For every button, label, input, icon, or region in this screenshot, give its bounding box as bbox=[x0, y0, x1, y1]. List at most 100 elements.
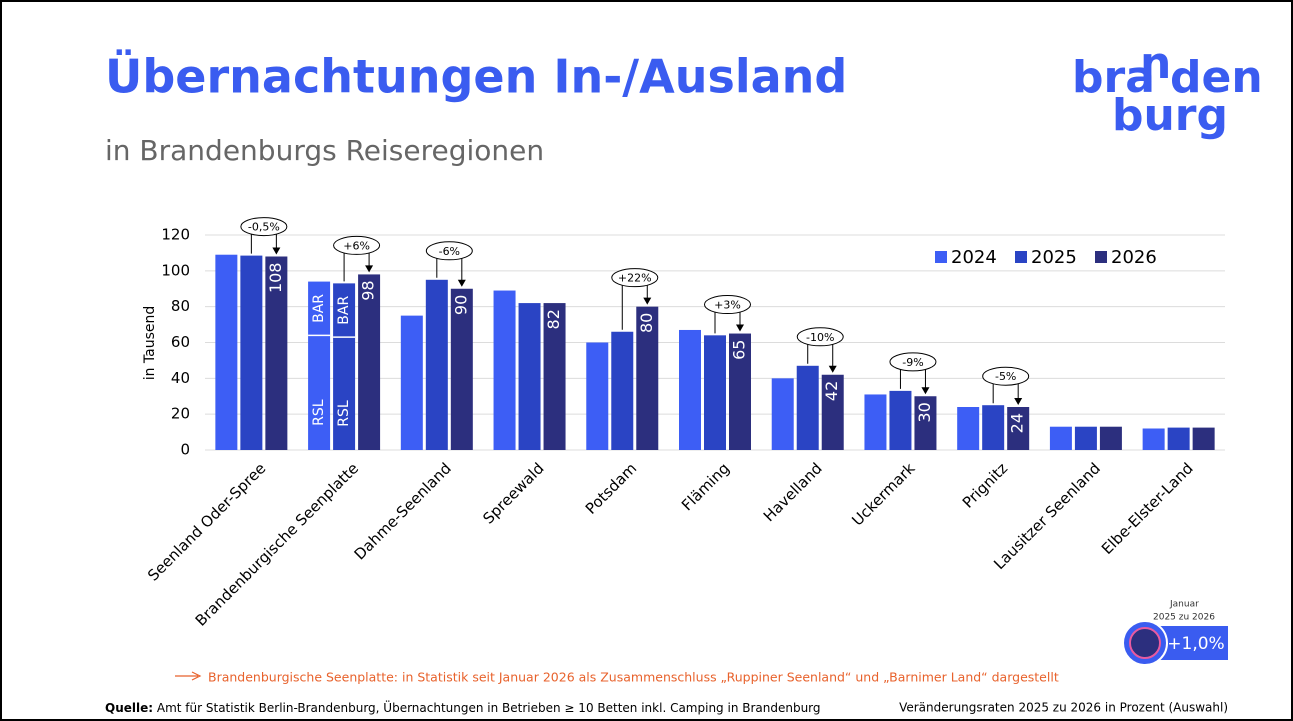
change-arrow bbox=[921, 387, 930, 395]
split-label: BAR bbox=[336, 296, 352, 325]
value-label: 24 bbox=[1008, 413, 1027, 433]
change-arrow bbox=[736, 324, 744, 332]
bar bbox=[1142, 428, 1165, 450]
bar bbox=[358, 274, 381, 450]
change-bubble bbox=[982, 366, 1030, 386]
bar bbox=[1007, 407, 1030, 450]
change-bubble bbox=[333, 235, 381, 255]
bar bbox=[1049, 426, 1072, 450]
change-bubble bbox=[611, 268, 659, 288]
chart-subtitle: in Brandenburgs Reiseregionen bbox=[105, 134, 544, 167]
badge-line: Januar bbox=[1169, 600, 1199, 610]
legend-swatch bbox=[1015, 251, 1027, 263]
change-bubble bbox=[889, 352, 937, 372]
change-arrow bbox=[643, 297, 652, 305]
change-label: +22% bbox=[618, 272, 652, 285]
bar bbox=[308, 281, 331, 450]
change-arrow bbox=[457, 279, 466, 287]
y-tick-label: 100 bbox=[161, 261, 190, 279]
bar bbox=[636, 306, 659, 450]
bar bbox=[1167, 427, 1190, 450]
y-tick-label: 20 bbox=[171, 405, 190, 423]
bar bbox=[240, 255, 263, 450]
split-label: RSL bbox=[311, 399, 327, 426]
y-tick-label: 80 bbox=[171, 297, 190, 315]
logo-part: den bbox=[1170, 52, 1263, 103]
y-tick-label: 40 bbox=[171, 369, 190, 387]
change-label: -10% bbox=[806, 331, 834, 344]
bar bbox=[333, 283, 356, 450]
value-label: 90 bbox=[451, 295, 470, 315]
legend-label: 2024 bbox=[951, 247, 997, 268]
footnote: Brandenburgische Seenplatte: in Statisti… bbox=[208, 670, 1059, 685]
legend-label: 2025 bbox=[1031, 247, 1077, 268]
change-bubble bbox=[425, 241, 473, 261]
change-arrow bbox=[272, 247, 281, 255]
change-bubble bbox=[796, 327, 844, 347]
bar bbox=[982, 405, 1005, 450]
value-label: 82 bbox=[544, 309, 563, 329]
bar bbox=[889, 390, 912, 450]
badge: Januar 2025 zu 2026 +1,0% bbox=[1122, 600, 1228, 666]
badge-icon-inner bbox=[1129, 627, 1161, 659]
change-arrow bbox=[1014, 398, 1023, 405]
y-axis-label: in Tausend bbox=[142, 306, 158, 381]
source-text: Amt für Statistik Berlin-Brandenburg, Üb… bbox=[157, 699, 821, 715]
change-bubble bbox=[240, 217, 288, 237]
bar bbox=[771, 378, 794, 450]
source-label: Quelle: bbox=[105, 701, 153, 715]
value-label: 98 bbox=[359, 280, 378, 300]
y-tick-label: 120 bbox=[161, 226, 190, 244]
legend-label: 2026 bbox=[1111, 247, 1157, 268]
badge-value: +1,0% bbox=[1167, 634, 1224, 654]
bar bbox=[796, 365, 819, 450]
change-label: -0,5% bbox=[248, 221, 280, 234]
split-label: RSL bbox=[336, 400, 352, 427]
bar bbox=[400, 315, 423, 450]
footnote-arrow bbox=[175, 671, 202, 681]
bar bbox=[679, 329, 701, 450]
badge-line: 2025 zu 2026 bbox=[1153, 613, 1215, 623]
value-label: 65 bbox=[730, 340, 749, 360]
logo-part: n bbox=[1140, 38, 1171, 89]
value-label: 108 bbox=[266, 263, 285, 294]
split-label: BAR bbox=[311, 294, 327, 323]
chart-title: Übernachtungen In-/Ausland bbox=[105, 50, 847, 104]
logo: bra n den burg bbox=[1072, 38, 1263, 141]
change-label: -6% bbox=[439, 245, 460, 258]
bar bbox=[957, 407, 980, 450]
y-tick-label: 0 bbox=[180, 441, 190, 459]
rates-note: Veränderungsraten 2025 zu 2026 in Prozen… bbox=[899, 701, 1228, 715]
bar bbox=[1192, 427, 1215, 450]
bar bbox=[704, 335, 726, 450]
source: Quelle: Amt für Statistik Berlin-Branden… bbox=[105, 699, 821, 715]
value-label: 42 bbox=[822, 381, 841, 401]
bar bbox=[1099, 426, 1122, 450]
bar bbox=[543, 303, 566, 450]
value-label: 30 bbox=[915, 402, 934, 422]
legend-swatch bbox=[1095, 251, 1107, 263]
change-label: -9% bbox=[902, 356, 923, 369]
bar bbox=[1074, 426, 1097, 450]
bar bbox=[864, 394, 887, 450]
change-arrow bbox=[828, 365, 837, 373]
change-arrow bbox=[365, 265, 374, 273]
change-label: +3% bbox=[714, 299, 741, 312]
bar bbox=[518, 303, 541, 450]
bar bbox=[729, 333, 751, 450]
bar bbox=[215, 254, 238, 450]
value-label: 80 bbox=[637, 313, 656, 333]
y-tick-label: 60 bbox=[171, 333, 190, 351]
change-bubble bbox=[704, 295, 751, 315]
bar bbox=[450, 288, 473, 450]
bar bbox=[265, 256, 288, 450]
bar bbox=[611, 331, 634, 450]
change-label: -5% bbox=[995, 370, 1016, 383]
bar bbox=[821, 374, 844, 450]
logo-part: bra bbox=[1072, 52, 1155, 103]
change-label: +6% bbox=[343, 239, 370, 252]
logo-part: burg bbox=[1112, 90, 1228, 141]
legend-swatch bbox=[935, 251, 947, 263]
bar bbox=[586, 342, 609, 450]
